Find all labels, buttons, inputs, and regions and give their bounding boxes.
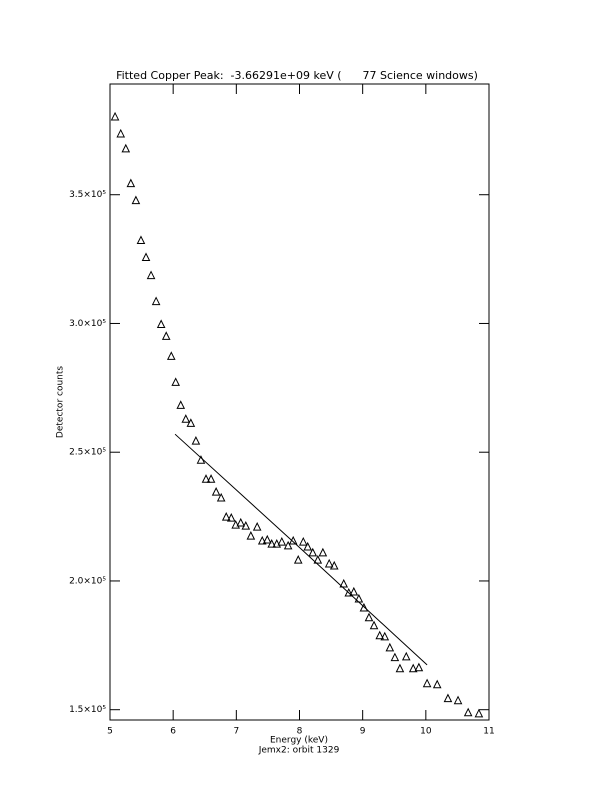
x-tick-label: 9 xyxy=(360,727,366,737)
data-point xyxy=(161,331,171,340)
data-point xyxy=(395,663,405,673)
data-point xyxy=(432,679,442,689)
x-tick-label: 5 xyxy=(107,727,113,737)
data-point xyxy=(385,642,395,652)
data-point xyxy=(201,474,211,483)
data-point xyxy=(339,578,349,588)
data-point xyxy=(211,487,221,496)
data-point xyxy=(226,513,236,522)
data-point xyxy=(414,662,424,672)
data-point xyxy=(390,652,400,662)
data-point xyxy=(329,560,339,570)
data-point xyxy=(116,128,126,138)
data-point xyxy=(126,178,136,188)
data-point xyxy=(380,631,390,641)
y-tick-label: 2.5×10⁵ xyxy=(69,448,106,458)
y-axis-label: Detector counts xyxy=(56,366,66,438)
data-point xyxy=(110,111,120,121)
data-point xyxy=(359,602,369,612)
x-tick-label: 8 xyxy=(297,727,303,737)
data-point xyxy=(364,612,374,622)
data-point xyxy=(453,695,463,705)
data-point xyxy=(298,536,308,546)
data-point xyxy=(408,663,418,673)
data-point xyxy=(324,558,334,568)
data-point xyxy=(186,418,196,427)
data-point xyxy=(443,693,453,703)
data-point xyxy=(166,351,176,360)
data-point xyxy=(141,252,151,262)
x-tick-label: 10 xyxy=(420,727,432,737)
data-point xyxy=(171,377,181,386)
data-point xyxy=(257,535,267,545)
data-point xyxy=(131,195,141,205)
data-point xyxy=(318,547,328,557)
data-point xyxy=(288,535,298,545)
data-point xyxy=(176,400,186,409)
data-point xyxy=(354,593,364,603)
data-point xyxy=(252,522,262,531)
y-tick-label: 1.5×10⁵ xyxy=(69,705,106,715)
data-point xyxy=(121,143,131,153)
data-point xyxy=(206,474,216,483)
data-point xyxy=(267,539,277,548)
data-point xyxy=(344,587,354,597)
data-point xyxy=(303,541,313,551)
data-point xyxy=(236,517,246,527)
data-point xyxy=(422,678,432,688)
data-point xyxy=(241,520,251,530)
data-point xyxy=(277,536,287,546)
data-point xyxy=(156,319,166,328)
chart-title: Fitted Copper Peak: -3.66291e+09 keV ( 7… xyxy=(116,69,478,82)
y-tick-label: 3.5×10⁵ xyxy=(69,190,106,200)
data-point xyxy=(349,586,359,596)
data-point xyxy=(181,414,191,423)
data-point xyxy=(136,235,146,245)
fit-line xyxy=(174,433,428,666)
data-point xyxy=(191,436,201,445)
data-point xyxy=(474,708,484,718)
data-point xyxy=(146,270,156,280)
data-point xyxy=(401,651,411,661)
data-point xyxy=(463,707,473,717)
data-point xyxy=(262,534,272,544)
x-tick-label: 6 xyxy=(170,727,176,737)
data-point xyxy=(216,492,226,502)
y-tick-label: 2.0×10⁵ xyxy=(69,576,106,586)
data-point xyxy=(283,540,293,550)
x-axis-label: Energy (keV) xyxy=(270,736,328,746)
data-point xyxy=(246,531,256,540)
x-tick-label: 7 xyxy=(233,727,239,737)
data-point xyxy=(221,511,231,521)
x-tick-label: 11 xyxy=(483,727,494,737)
data-point xyxy=(369,620,379,630)
data-point xyxy=(313,554,323,564)
data-point xyxy=(293,554,303,564)
footnote: Jemx2: orbit 1329 xyxy=(258,746,340,756)
y-tick-label: 3.0×10⁵ xyxy=(69,319,106,329)
plot-frame xyxy=(109,83,490,721)
data-point xyxy=(375,630,385,640)
data-point xyxy=(308,547,318,557)
data-point xyxy=(151,296,161,306)
